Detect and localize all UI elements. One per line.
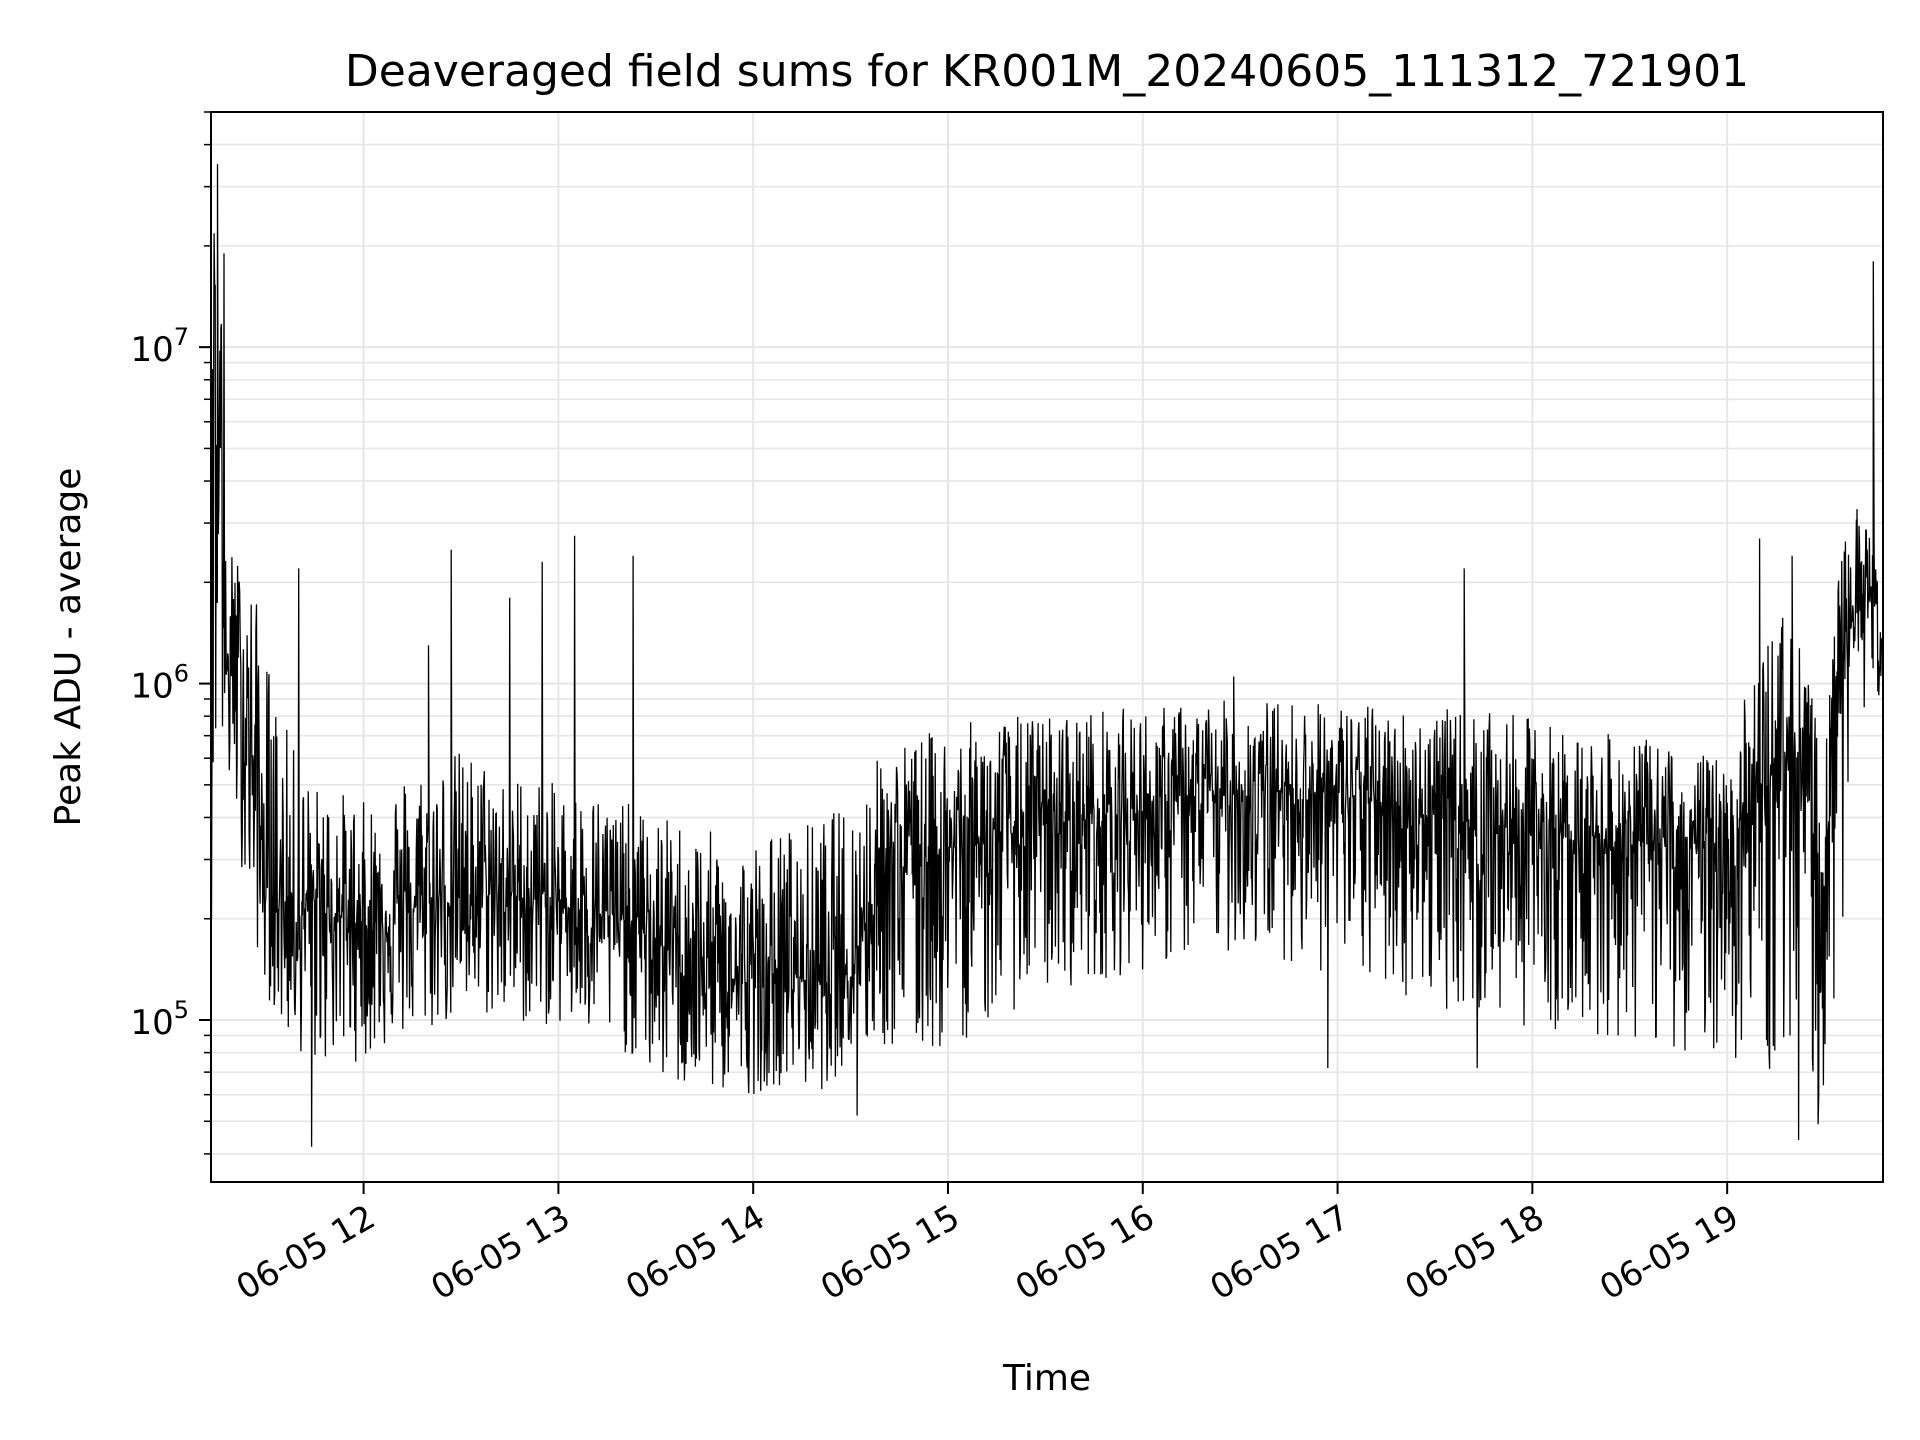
series-line [211,164,1883,1147]
chart-title: Deaveraged field sums for KR001M_2024060… [345,46,1749,97]
series-path [211,164,1883,1147]
y-axis: 105 106 107 [130,111,211,1155]
plot-frame [210,111,1884,1183]
y-tick-label: 107 [130,323,189,370]
y-tick-label: 106 [130,660,189,707]
y-tick-label: 105 [130,996,189,1043]
y-axis-label: Peak ADU - average [48,468,89,827]
x-axis-label: Time [1002,1358,1091,1399]
